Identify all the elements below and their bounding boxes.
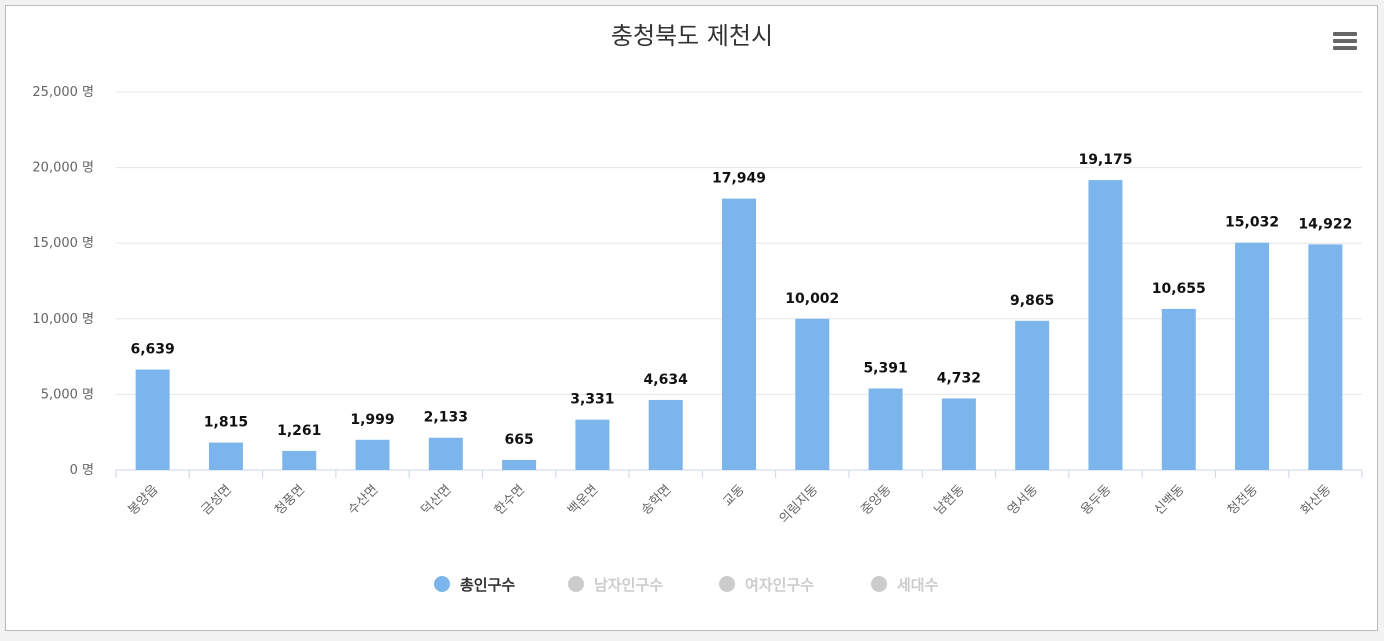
legend-marker xyxy=(568,576,584,592)
data-label: 10,002 xyxy=(785,291,839,307)
x-tick-label: 중앙동 xyxy=(858,482,894,518)
bar[interactable] xyxy=(1015,320,1050,470)
data-label: 17,949 xyxy=(712,171,766,187)
y-tick-label: 15,000 명 xyxy=(32,236,94,251)
y-tick-label: 0 명 xyxy=(70,463,94,478)
x-tick-label: 영서동 xyxy=(1005,482,1041,518)
legend-marker xyxy=(871,576,887,592)
bar[interactable] xyxy=(795,318,830,470)
x-tick-label: 교동 xyxy=(720,482,748,510)
data-label: 6,639 xyxy=(130,342,174,358)
x-tick-label: 청전동 xyxy=(1225,482,1261,518)
x-tick-label: 신백동 xyxy=(1152,482,1188,518)
data-label: 2,133 xyxy=(424,410,468,426)
data-label: 4,634 xyxy=(644,372,689,388)
data-label: 9,865 xyxy=(1010,293,1054,309)
x-tick-label: 청풍면 xyxy=(272,482,308,518)
legend-item[interactable]: 세대수 xyxy=(871,576,939,594)
bar[interactable] xyxy=(648,399,683,470)
legend-item[interactable]: 남자인구수 xyxy=(568,576,663,594)
x-tick-label: 남현동 xyxy=(932,482,968,518)
x-tick-label: 의림지동 xyxy=(777,482,821,526)
hamburger-menu-icon xyxy=(1333,32,1357,36)
bar[interactable] xyxy=(208,442,243,470)
data-label: 1,261 xyxy=(277,423,321,439)
chart-svg: 충청북도 제천시 0 명 5,000 명 10,000 명 15,000 명 20,00… xyxy=(32,22,1363,594)
bar[interactable] xyxy=(1308,244,1343,470)
x-tick-label: 금성면 xyxy=(199,482,235,518)
data-label: 15,032 xyxy=(1225,215,1279,231)
x-tick-label: 송학면 xyxy=(639,482,675,518)
x-tick-label: 용두동 xyxy=(1078,482,1114,518)
bar[interactable] xyxy=(722,198,756,470)
data-label: 14,922 xyxy=(1298,216,1352,232)
context-menu-button[interactable] xyxy=(1332,30,1358,54)
bar[interactable] xyxy=(282,450,317,470)
bar[interactable] xyxy=(135,369,170,470)
bar[interactable] xyxy=(1161,308,1196,470)
legend-label: 여자인구수 xyxy=(745,576,814,594)
bar[interactable] xyxy=(502,459,537,470)
legend-label: 총인구수 xyxy=(460,576,515,594)
x-tick-label: 덕산면 xyxy=(419,482,455,518)
data-label: 665 xyxy=(505,432,534,448)
data-label: 3,331 xyxy=(570,392,614,408)
chart-container: 충청북도 제천시 0 명 5,000 명 10,000 명 15,000 명 20,00… xyxy=(5,5,1378,631)
x-tick-label: 봉양읍 xyxy=(125,482,161,518)
y-tick-label: 10,000 명 xyxy=(32,312,94,327)
bar[interactable] xyxy=(941,398,976,470)
bar[interactable] xyxy=(428,437,463,470)
legend-item[interactable]: 여자인구수 xyxy=(719,576,814,594)
chart-title: 충청북도 제천시 xyxy=(611,22,773,50)
legend-item[interactable]: 총인구수 xyxy=(434,576,515,594)
legend-label: 세대수 xyxy=(897,576,939,594)
data-label: 5,391 xyxy=(863,360,907,376)
y-tick-label: 25,000 명 xyxy=(32,85,94,100)
data-label: 10,655 xyxy=(1152,281,1206,297)
data-label: 1,815 xyxy=(204,415,248,431)
data-label: 19,175 xyxy=(1078,152,1132,168)
legend-marker xyxy=(719,576,735,592)
y-tick-label: 20,000 명 xyxy=(32,161,94,176)
bar[interactable] xyxy=(1088,180,1123,470)
x-tick-label: 수산면 xyxy=(345,482,381,518)
y-tick-label: 5,000 명 xyxy=(41,387,94,402)
bar[interactable] xyxy=(575,419,610,470)
legend-label: 남자인구수 xyxy=(594,576,663,594)
bar[interactable] xyxy=(868,388,903,470)
bar[interactable] xyxy=(1235,242,1270,470)
legend-marker xyxy=(434,576,450,592)
x-tick-label: 백운면 xyxy=(565,482,601,518)
data-label: 1,999 xyxy=(350,412,394,428)
bar[interactable] xyxy=(355,439,390,470)
data-label: 4,732 xyxy=(937,370,981,386)
x-tick-label: 한수면 xyxy=(492,482,528,518)
x-tick-label: 화산동 xyxy=(1298,482,1334,518)
